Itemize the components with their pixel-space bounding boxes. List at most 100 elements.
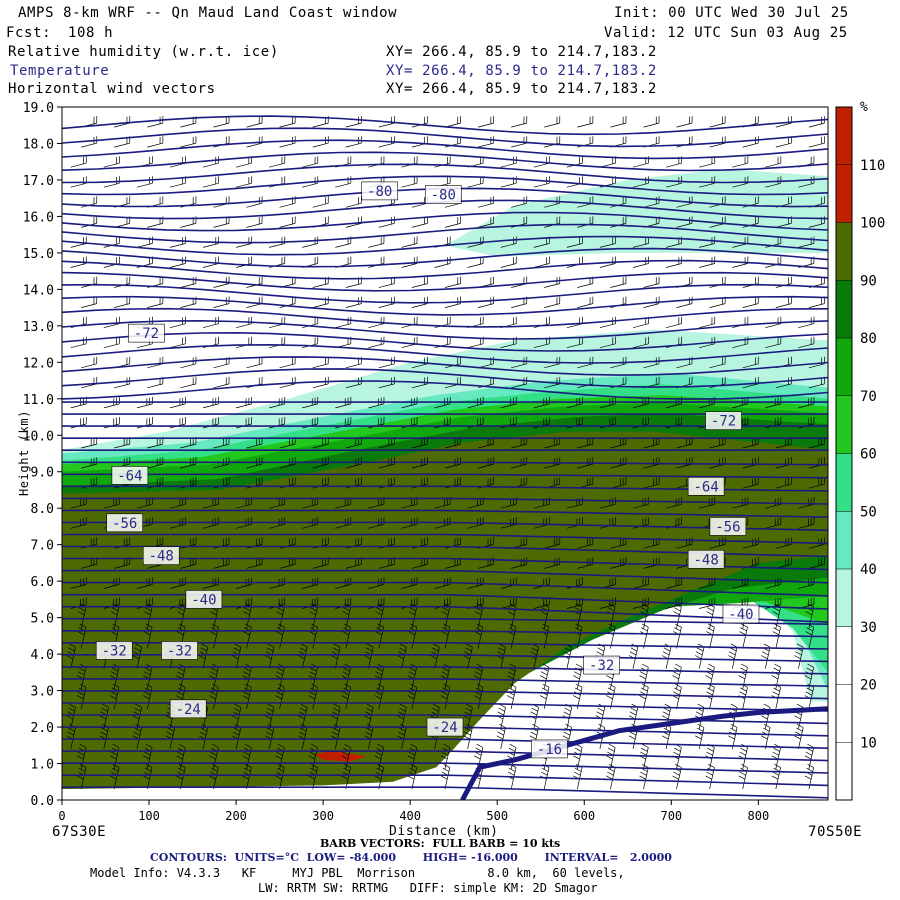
wind-barb-269 [610, 557, 627, 569]
fcst-label: Fcst: [6, 25, 52, 41]
right-endpoint-label: 70S50E [808, 824, 863, 840]
colorbar-tick-label-9: 100 [860, 216, 885, 232]
wind-barb-336 [533, 497, 550, 509]
wind-barb-446 [368, 396, 385, 409]
wind-barb-169 [342, 623, 351, 649]
wind-barb-138 [66, 643, 76, 669]
wind-barb-13 [507, 763, 517, 790]
wind-barb-3 [176, 763, 186, 790]
wind-barb-133 [672, 663, 682, 689]
wind-barb-395 [213, 437, 230, 449]
temperature-contour-37 [62, 331, 828, 352]
wind-barb-573 [775, 296, 792, 308]
wind-barb-407 [610, 437, 627, 449]
wind-barb-522 [599, 336, 616, 349]
wind-barb-778 [709, 116, 726, 128]
wind-barb-122 [308, 663, 318, 689]
wind-barb-257 [213, 557, 230, 569]
wind-barb-535 [269, 316, 286, 329]
wind-barb-378 [411, 457, 428, 469]
wind-barb-259 [279, 557, 296, 569]
wind-barb-45 [804, 743, 815, 770]
colorbar-swatch-9 [836, 222, 852, 281]
plot-frame [61, 106, 829, 801]
wind-barb-324 [136, 497, 153, 509]
wind-barb-692 [136, 176, 153, 188]
wind-barb-24 [110, 743, 120, 770]
wind-barb-564 [478, 296, 495, 308]
wind-barb-100 [341, 683, 351, 709]
wind-barb-406 [577, 437, 594, 449]
wind-barb-16 [606, 763, 616, 790]
wind-barb-445 [335, 396, 352, 409]
wind-barb-649 [246, 216, 263, 228]
wind-barb-358 [511, 477, 528, 489]
wind-barb-65 [695, 723, 705, 749]
wind-barb-396 [246, 437, 263, 449]
field-xy-temperature: XY= 266.4, 85.9 to 214.7,183.2 [386, 63, 657, 79]
wind-barb-129 [540, 663, 550, 689]
wind-barb-612 [533, 256, 550, 268]
wind-barb-182 [772, 623, 781, 649]
wind-barb-450 [500, 396, 517, 409]
wind-barb-440 [169, 396, 186, 409]
wind-barb-389 [775, 457, 792, 469]
y-tick-label-17: 17.0 [23, 174, 54, 189]
wind-barb-55 [364, 723, 374, 749]
wind-barb-528 [798, 336, 815, 349]
wind-barb-386 [676, 457, 693, 469]
temperature-contour-39 [62, 307, 828, 328]
wind-barb-374 [279, 457, 296, 469]
wind-barb-234 [202, 577, 219, 589]
wind-barb-107 [573, 683, 583, 709]
wind-barb-365 [742, 477, 759, 489]
rh-region-0 [445, 169, 828, 257]
wind-barb-539 [401, 316, 418, 329]
wind-barb-454 [632, 396, 649, 409]
wind-barb-125 [407, 663, 418, 689]
wind-barb-252 [798, 577, 815, 589]
wind-barb-46 [66, 723, 76, 749]
wind-barb-380 [478, 457, 495, 469]
wind-barb-47 [99, 723, 109, 749]
colorbar-swatch-10 [836, 164, 852, 223]
wind-barb-613 [566, 256, 583, 268]
wind-barb-108 [606, 683, 616, 709]
wind-barb-332 [401, 497, 418, 509]
wind-barb-111 [705, 683, 715, 709]
y-tick-label-15: 15.0 [23, 247, 54, 262]
wind-barb-159 [761, 643, 771, 669]
wind-barb-158 [728, 643, 738, 669]
y-tick-label-10: 10.0 [23, 429, 54, 444]
wind-barb-86 [628, 703, 639, 729]
wind-barb-448 [434, 396, 451, 409]
wind-barb-335 [500, 497, 517, 509]
wind-barb-117 [143, 663, 153, 689]
wind-barb-79 [397, 703, 407, 729]
contour-label-1: -80 [431, 188, 456, 204]
wind-barb-181 [739, 623, 748, 649]
wind-barb-225 [666, 597, 683, 609]
x-tick-label-0: 0 [58, 809, 65, 823]
wind-barb-527 [765, 336, 782, 349]
wind-barb-112 [738, 683, 748, 709]
wind-barb-254 [114, 557, 131, 569]
wind-barb-140 [132, 643, 143, 669]
wind-barb-331 [368, 497, 385, 509]
wind-barb-248 [666, 577, 683, 589]
wind-barb-695 [236, 176, 253, 188]
colorbar-swatch-2 [836, 626, 852, 685]
wind-barb-98 [275, 683, 285, 709]
wind-barb-28 [242, 743, 252, 770]
wind-barb-344 [798, 497, 815, 509]
wind-barb-147 [364, 643, 374, 669]
wind-barb-161 [77, 623, 87, 649]
wind-barb-611 [500, 256, 517, 268]
wind-barb-674 [312, 196, 329, 208]
wind-barb-4 [209, 763, 219, 790]
wind-barb-291 [577, 537, 594, 549]
wind-barb-106 [540, 683, 550, 709]
wind-barb-537 [335, 316, 352, 329]
wind-barb-270 [643, 557, 660, 569]
wind-barb-264 [444, 557, 461, 569]
